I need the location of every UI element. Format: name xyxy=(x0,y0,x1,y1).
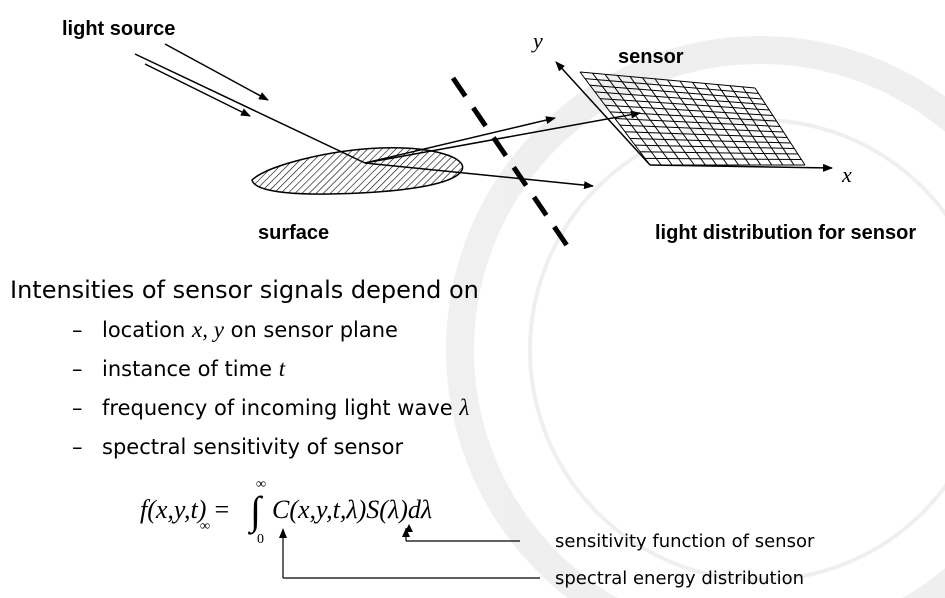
bullet-text: frequency of incoming light wave xyxy=(102,396,460,420)
bullet-text: location xyxy=(102,318,192,342)
sensor-grid-line xyxy=(754,87,806,166)
bullet-dash: – xyxy=(72,396,83,420)
bullet-item: – spectral sensitivity of sensor xyxy=(72,427,479,466)
bullet-item: – instance of time t xyxy=(72,349,479,388)
sensor-grid-line xyxy=(679,80,739,166)
sensor-grid-line xyxy=(742,86,795,166)
sensor-grid-line xyxy=(614,118,781,127)
sensor-grid xyxy=(579,71,806,166)
description-heading: Intensities of sensor signals depend on xyxy=(10,276,479,304)
bullet-dash: – xyxy=(72,357,83,381)
bullet-text: spectral sensitivity of sensor xyxy=(102,435,404,459)
lower-limit: 0 xyxy=(257,532,264,547)
y-axis xyxy=(555,61,651,166)
sensor-grid-line xyxy=(729,85,784,166)
bullet-variable: x, y xyxy=(192,317,224,342)
axis-label-y: y xyxy=(531,28,543,53)
integral-sign: ∫ xyxy=(247,488,264,535)
sensor-grid-line xyxy=(639,151,798,155)
bullet-text-after: on sensor plane xyxy=(223,318,398,342)
bullet-text: instance of time xyxy=(102,357,279,381)
sensor-grid-line xyxy=(692,82,751,166)
label-surface: surface xyxy=(258,222,329,244)
sensor-grid-line xyxy=(717,84,773,166)
x-axis xyxy=(649,163,833,172)
sensor-grid-line xyxy=(629,137,791,144)
upper-limit: ∞ xyxy=(256,477,266,492)
sensor-grid-line xyxy=(704,83,762,166)
bullet-dash: – xyxy=(72,318,83,342)
sensor-grid-line xyxy=(619,124,784,133)
bullet-variable: λ xyxy=(459,395,470,420)
bullet-item: – frequency of incoming light wave λ xyxy=(72,388,479,427)
sensor-grid-line xyxy=(644,157,802,160)
sensor-grid-line xyxy=(624,131,788,138)
annotation-lines xyxy=(279,524,540,579)
annotation-sensitivity: sensitivity function of sensor xyxy=(555,531,815,552)
surface-shape xyxy=(251,147,464,195)
label-light-source: light source xyxy=(62,18,175,40)
axis-label-x: x xyxy=(841,162,852,187)
formula-lhs-subscript: ∞ xyxy=(200,519,210,534)
formula-lhs: f(x,y,t) = xyxy=(140,495,230,524)
description-block: Intensities of sensor signals depend on … xyxy=(10,276,479,466)
bullet-dash: – xyxy=(72,435,83,459)
bullet-item: – location x, y on sensor plane xyxy=(72,310,479,349)
formula: f(x,y,t) = ∞ ∫ ∞ 0 C(x,y,t,λ)S(λ)dλ xyxy=(140,477,432,547)
annotation-spectral: spectral energy distribution xyxy=(555,568,804,589)
formula-integrand: C(x,y,t,λ)S(λ)dλ xyxy=(272,495,432,524)
bullet-variable: t xyxy=(278,356,286,381)
label-sensor: sensor xyxy=(618,46,684,68)
incoming-rays xyxy=(134,43,366,164)
label-light-distribution: light distribution for sensor xyxy=(655,222,916,244)
reflected-rays xyxy=(364,110,641,190)
sensor-grid-line xyxy=(634,144,795,149)
